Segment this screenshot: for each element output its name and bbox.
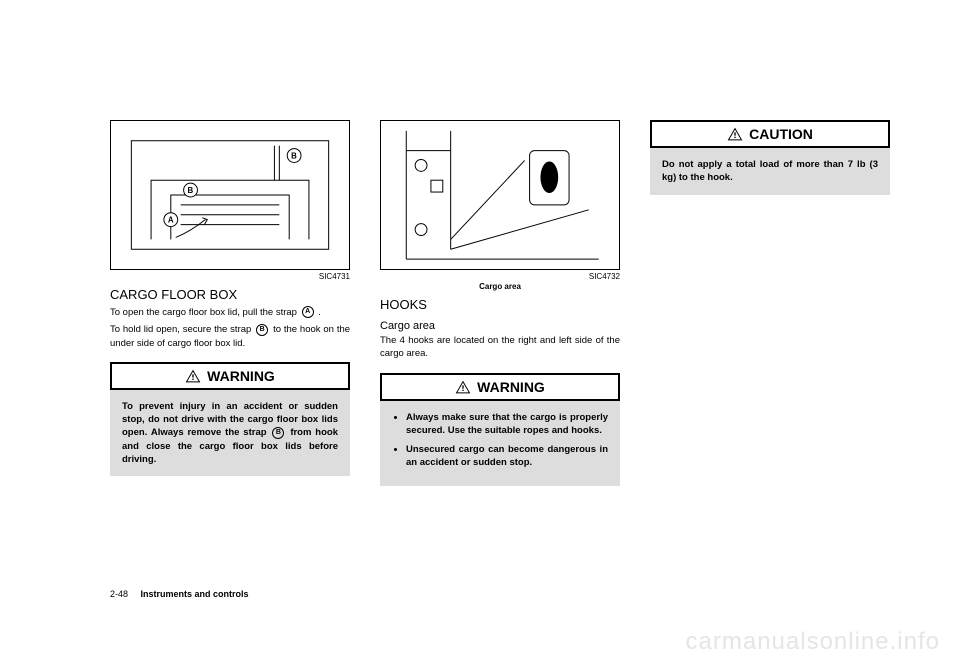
heading-cargo-floor-box: CARGO FLOOR BOX xyxy=(110,287,350,302)
svg-text:A: A xyxy=(168,216,174,225)
figure-cargo-floor-box: A B B xyxy=(110,120,350,270)
text: . xyxy=(318,307,321,318)
banner-label: WARNING xyxy=(477,379,545,395)
warning-list: Always make sure that the cargo is prope… xyxy=(392,411,608,470)
svg-text:B: B xyxy=(188,186,194,195)
warning-icon xyxy=(455,380,471,394)
paragraph: To open the cargo floor box lid, pull th… xyxy=(110,306,350,319)
section-title: Instruments and controls xyxy=(141,589,249,599)
warning-banner: WARNING xyxy=(110,362,350,390)
figure-hooks xyxy=(380,120,620,270)
text: To hold lid open, secure the strap xyxy=(110,324,251,335)
figure-code: SIC4731 xyxy=(110,272,350,281)
caution-banner: CAUTION xyxy=(650,120,890,148)
callout-b: B xyxy=(256,324,268,336)
warning-box: To prevent injury in an accident or sudd… xyxy=(110,390,350,476)
list-item: Unsecured cargo can become dangerous in … xyxy=(406,443,608,470)
caution-box: Do not apply a total load of more than 7… xyxy=(650,148,890,195)
page-footer: 2-48 Instruments and controls xyxy=(110,589,249,599)
manual-page: A B B SIC4731 CARGO FLOOR BOX To open th… xyxy=(0,0,960,664)
list-item: Always make sure that the cargo is prope… xyxy=(406,411,608,438)
banner-label: WARNING xyxy=(207,368,275,384)
figure-caption: Cargo area xyxy=(380,282,620,291)
subheading-cargo-area: Cargo area xyxy=(380,320,620,332)
callout-b: B xyxy=(272,427,284,439)
callout-a: A xyxy=(302,306,314,318)
column-2: SIC4732 Cargo area HOOKS Cargo area The … xyxy=(380,120,620,570)
svg-text:B: B xyxy=(291,151,297,160)
watermark: carmanualsonline.info xyxy=(686,628,940,656)
column-3: CAUTION Do not apply a total load of mor… xyxy=(650,120,890,570)
warning-icon xyxy=(185,369,201,383)
heading-hooks: HOOKS xyxy=(380,297,620,312)
figure-code: SIC4732 xyxy=(380,272,620,281)
column-1: A B B SIC4731 CARGO FLOOR BOX To open th… xyxy=(110,120,350,570)
warning-banner: WARNING xyxy=(380,373,620,401)
warning-icon xyxy=(727,127,743,141)
warning-box: Always make sure that the cargo is prope… xyxy=(380,401,620,486)
banner-label: CAUTION xyxy=(749,126,813,142)
paragraph: The 4 hooks are located on the right and… xyxy=(380,334,620,361)
paragraph: To hold lid open, secure the strap B to … xyxy=(110,323,350,350)
page-number: 2-48 xyxy=(110,589,128,599)
content-columns: A B B SIC4731 CARGO FLOOR BOX To open th… xyxy=(110,120,890,570)
text: To open the cargo floor box lid, pull th… xyxy=(110,307,297,318)
